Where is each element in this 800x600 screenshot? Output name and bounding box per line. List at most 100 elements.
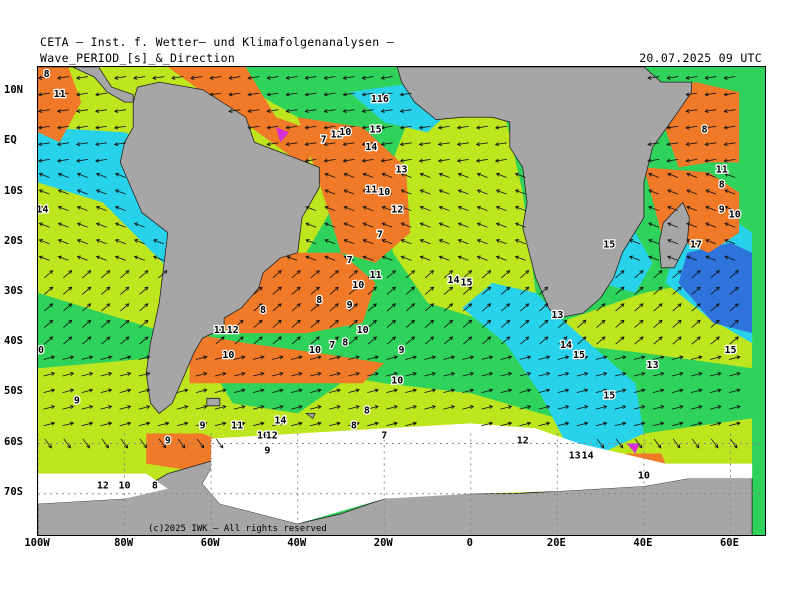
direction-arrow: [614, 355, 627, 360]
direction-arrow: [634, 438, 643, 449]
direction-arrow: [81, 388, 94, 393]
direction-arrow: [456, 158, 469, 163]
direction-arrow: [481, 405, 494, 410]
direction-arrow: [614, 371, 627, 377]
direction-arrow: [399, 108, 412, 113]
direction-arrow: [634, 336, 644, 345]
direction-arrow: [723, 108, 736, 113]
direction-arrow: [152, 239, 164, 245]
direction-arrow: [195, 388, 208, 393]
direction-arrow: [38, 75, 50, 80]
lat-tick-label: 70S: [4, 485, 23, 498]
period-value-label: 8: [719, 179, 725, 190]
direction-arrow: [114, 125, 127, 130]
direction-arrow: [76, 239, 88, 245]
wave-period-map: 8 11 116 12 10 15 7 14 13 11 10 12 7 7 11 10 14 15 8 9 8 11 12…: [37, 66, 766, 536]
direction-arrow: [209, 75, 222, 80]
direction-arrow: [380, 108, 393, 113]
direction-arrow: [386, 421, 399, 427]
direction-arrow: [652, 371, 665, 377]
direction-arrow: [672, 270, 682, 279]
direction-arrow: [285, 108, 298, 113]
direction-arrow: [685, 142, 698, 147]
direction-arrow: [400, 222, 412, 228]
direction-arrow: [56, 125, 69, 130]
direction-arrow: [443, 355, 456, 360]
direction-arrow: [133, 239, 145, 245]
direction-arrow: [691, 336, 701, 345]
period-value-label: 10: [257, 430, 269, 441]
direction-arrow: [462, 388, 475, 393]
direction-arrow: [101, 303, 111, 312]
direction-arrow: [419, 239, 431, 245]
direction-arrow: [215, 336, 225, 345]
map-subtitle: Wave_PERIOD_[s]_&_Direction: [40, 51, 236, 65]
direction-arrow: [514, 172, 526, 178]
direction-arrow: [176, 421, 189, 427]
direction-arrow: [514, 189, 526, 195]
direction-arrow: [381, 172, 393, 178]
direction-arrow: [285, 92, 298, 97]
direction-arrow: [386, 303, 397, 312]
direction-arrow: [190, 75, 203, 80]
direction-arrow: [63, 270, 73, 279]
orange-brazil-coast: [297, 117, 411, 263]
direction-arrow: [443, 303, 454, 312]
direction-arrow: [558, 319, 568, 328]
direction-arrow: [81, 371, 94, 377]
direction-arrow: [158, 270, 168, 279]
direction-arrow: [704, 125, 717, 130]
direction-arrow: [724, 172, 736, 178]
direction-arrow: [724, 205, 736, 212]
direction-arrow: [671, 421, 684, 427]
period-value-label: 10: [378, 187, 390, 198]
direction-arrow: [400, 172, 412, 178]
direction-arrow: [94, 92, 108, 97]
direction-arrow: [43, 355, 56, 360]
lat-tick-label: 20S: [4, 234, 23, 247]
direction-arrow: [252, 371, 265, 377]
direction-arrow: [342, 125, 355, 130]
direction-arrow: [705, 255, 717, 261]
direction-arrow: [367, 303, 378, 312]
direction-arrow: [114, 222, 126, 228]
direction-arrow: [686, 189, 698, 195]
direction-arrow: [595, 388, 608, 393]
direction-arrow: [685, 158, 698, 163]
direction-arrow: [139, 438, 148, 449]
period-value-label: 12: [97, 481, 109, 492]
direction-arrow: [114, 172, 126, 178]
period-value-label: 10: [339, 127, 351, 138]
direction-arrow: [666, 142, 679, 147]
direction-arrow: [310, 421, 322, 427]
direction-arrow: [595, 371, 608, 377]
direction-arrow: [400, 239, 412, 245]
direction-arrow: [615, 286, 625, 295]
direction-arrow: [614, 405, 627, 410]
direction-arrow: [247, 92, 260, 97]
direction-arrow: [633, 405, 646, 410]
direction-arrow: [361, 108, 374, 113]
period-value-label: 8: [364, 405, 370, 416]
direction-arrow: [723, 75, 736, 80]
direction-arrow: [342, 108, 355, 113]
direction-arrow: [705, 172, 717, 178]
period-value-label: 9: [74, 395, 80, 406]
direction-arrow: [438, 239, 450, 245]
direction-arrow: [400, 189, 412, 195]
direction-arrow: [671, 355, 684, 360]
direction-arrow: [729, 270, 739, 279]
direction-arrow: [95, 205, 107, 212]
period-value-label: 10: [638, 471, 650, 482]
period-value-label: 9: [399, 345, 405, 356]
direction-arrow: [62, 405, 75, 410]
direction-arrow: [266, 142, 279, 147]
direction-arrow: [615, 336, 625, 345]
direction-arrow: [324, 172, 336, 178]
direction-arrow: [438, 172, 450, 178]
direction-arrow: [710, 303, 720, 312]
direction-arrow: [704, 92, 717, 97]
direction-arrow: [457, 189, 469, 195]
direction-arrow: [577, 336, 587, 345]
direction-arrow: [195, 405, 208, 410]
